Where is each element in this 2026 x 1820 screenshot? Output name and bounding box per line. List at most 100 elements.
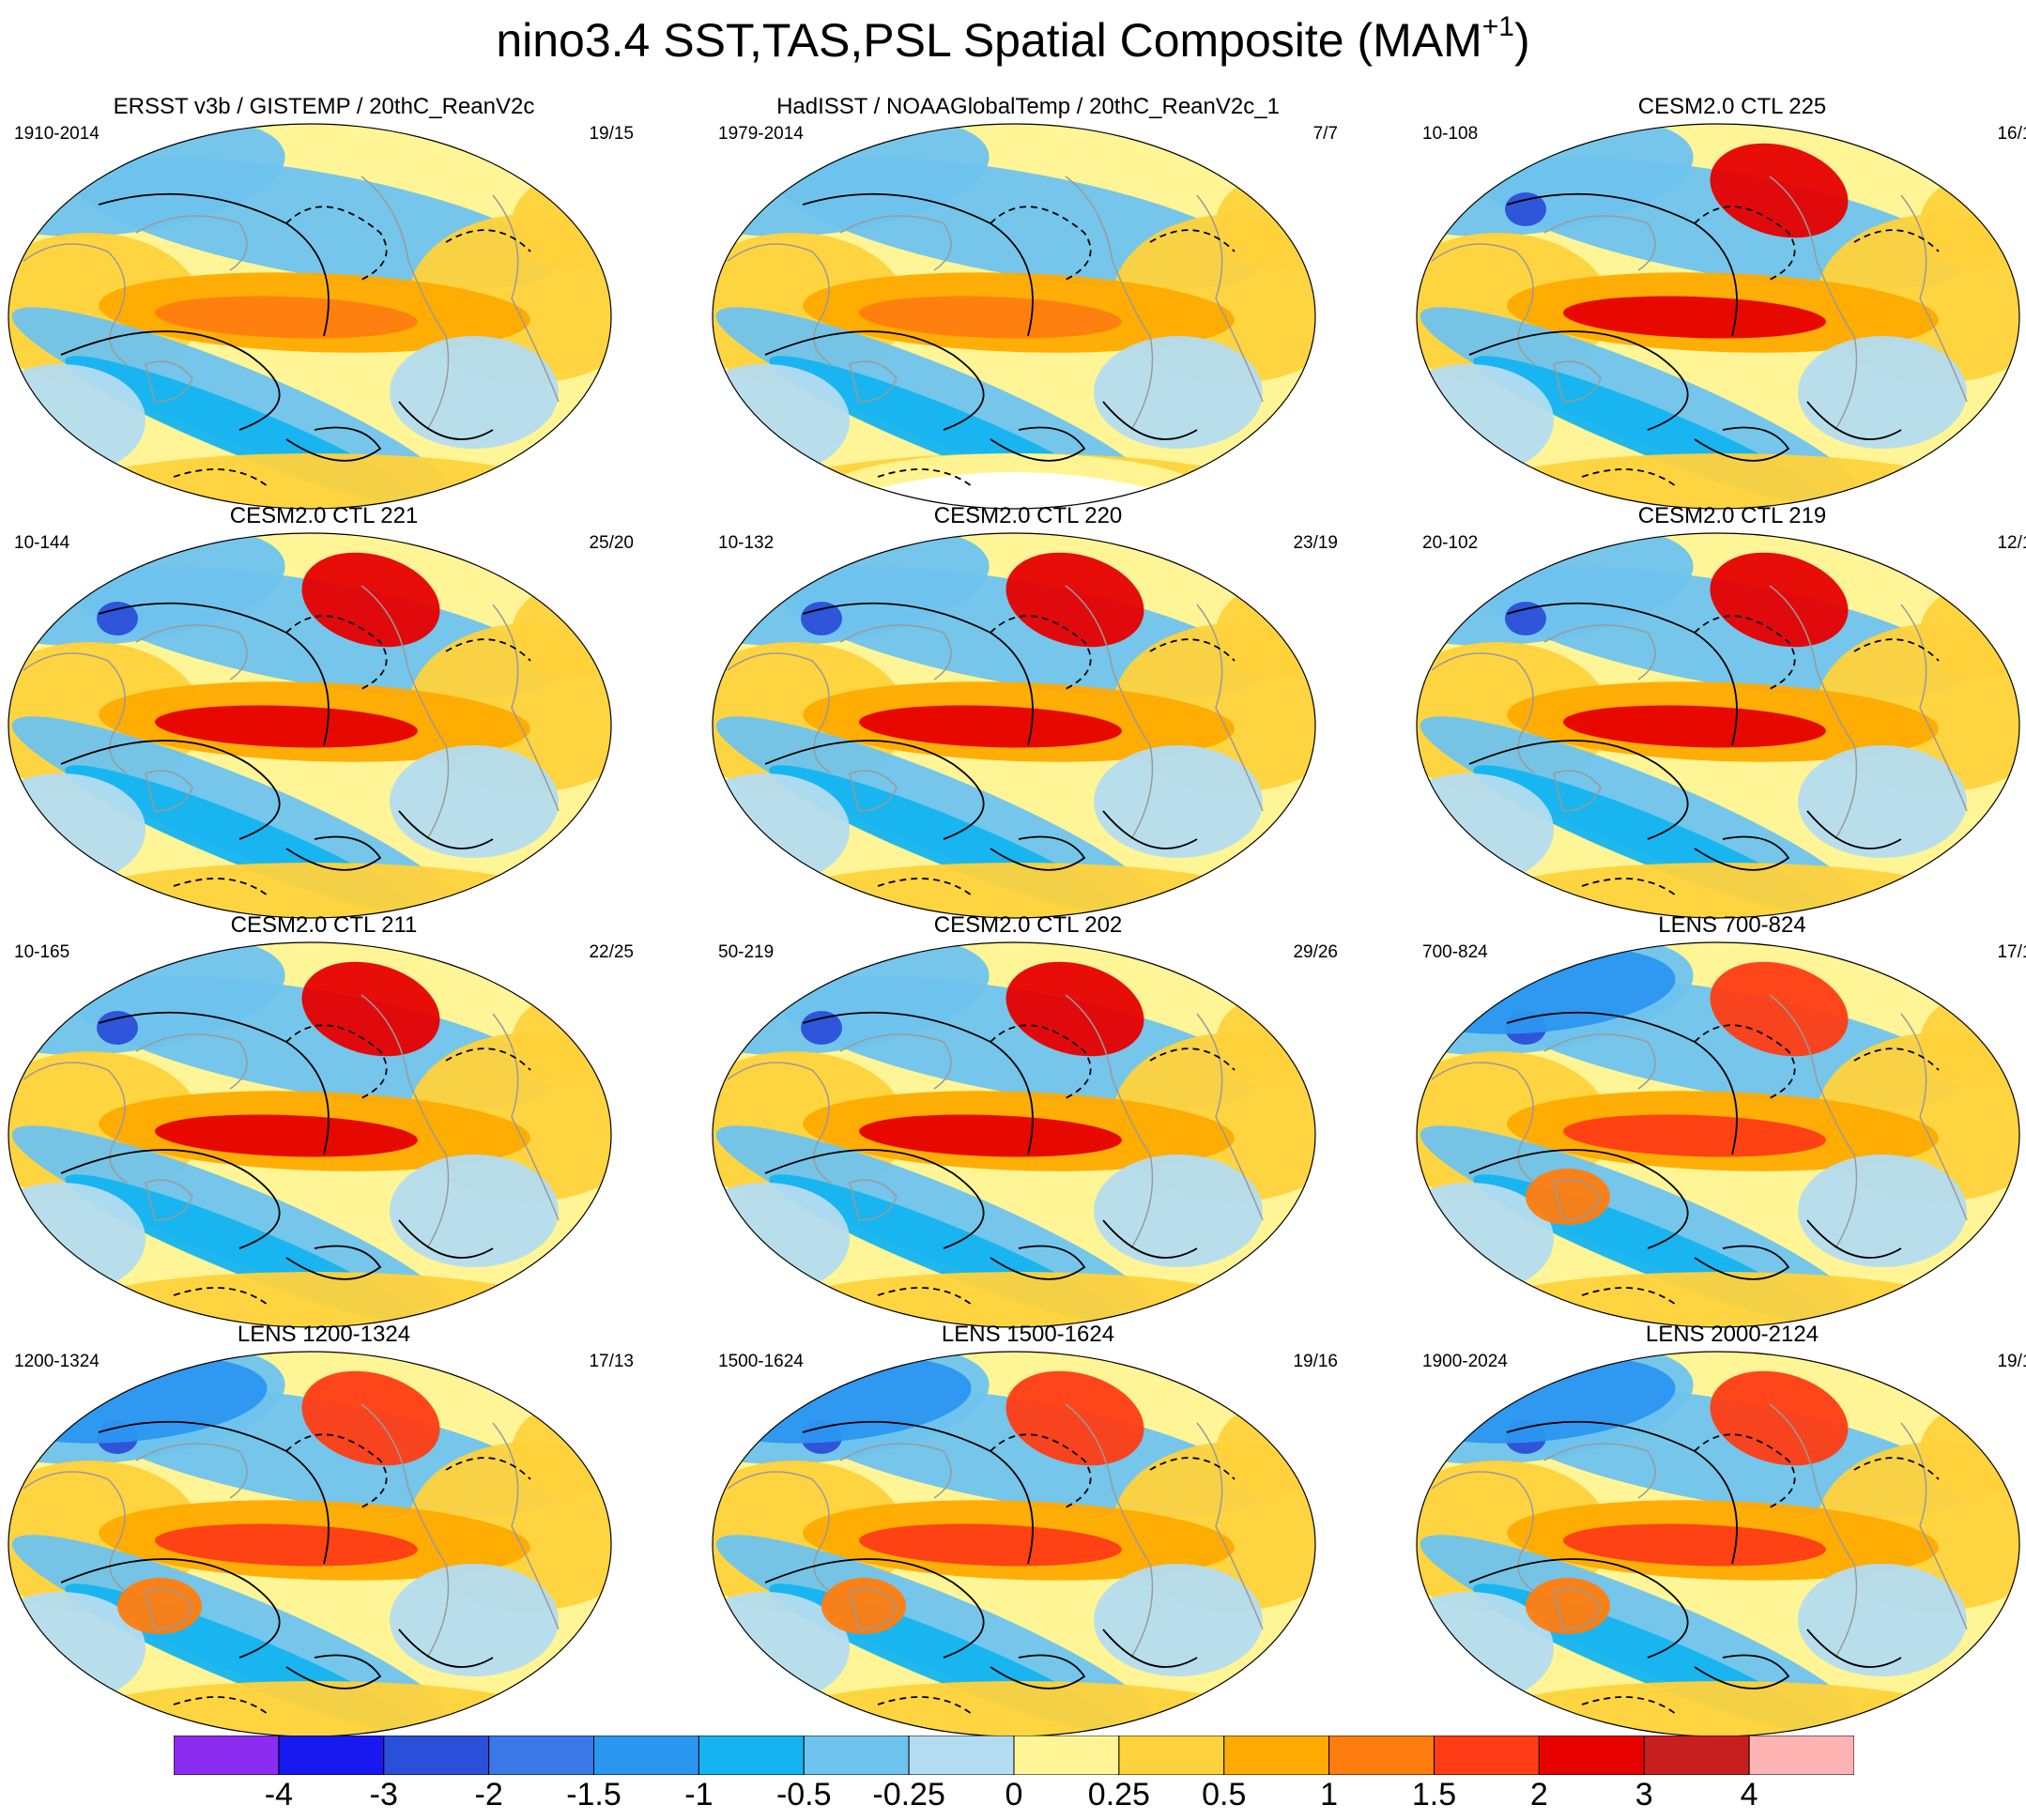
panel-count: 19/17 — [1997, 1352, 2026, 1371]
coastline-3 — [1196, 1013, 1264, 1221]
coastline-0 — [727, 243, 832, 365]
colorbar-swatch — [803, 1736, 910, 1775]
psl-contour-negative-0 — [285, 615, 388, 690]
psl-contour-negative-1 — [173, 468, 269, 487]
psl-contour-positive-2 — [398, 1219, 494, 1259]
psl-contour-positive-2 — [1806, 810, 1902, 849]
coastline-2 — [361, 1403, 450, 1659]
map-outline — [8, 532, 612, 919]
coastline-2 — [1065, 176, 1154, 431]
north-america-warm — [1005, 552, 1144, 648]
coastline-1 — [839, 215, 952, 271]
coastline-2 — [1065, 585, 1154, 840]
panel-title: CESM2.0 CTL 225 — [1637, 94, 1827, 119]
nino-core-warm — [1563, 1114, 1826, 1157]
psl-contour-positive-2 — [1102, 401, 1198, 440]
panel-years: 10-144 — [14, 533, 70, 553]
panel-title: CESM2.0 CTL 221 — [229, 503, 419, 528]
southern-ocean-warm — [1479, 1272, 1967, 1327]
asia-cold-spot — [801, 602, 842, 635]
coastline-3 — [1900, 194, 1968, 403]
panel-count: 22/25 — [589, 942, 634, 962]
coastline-0 — [1431, 1062, 1536, 1184]
psl-contour-positive-2 — [398, 810, 494, 849]
southern-ocean-warm — [1479, 453, 1967, 509]
psl-contour-negative-1 — [877, 1287, 973, 1306]
psl-contour-positive-1 — [98, 1011, 330, 1155]
psl-contour-positive-3 — [1694, 835, 1790, 871]
psl-contour-negative-2 — [445, 1048, 531, 1071]
colorbar — [174, 1736, 1854, 1775]
southern-ocean-warm — [775, 863, 1263, 918]
south-atlantic-pale — [1798, 1155, 1967, 1267]
coastline-1 — [135, 1443, 248, 1499]
map-outline — [8, 941, 612, 1328]
colorbar-swatch — [593, 1736, 699, 1775]
coastline-3 — [1196, 604, 1264, 812]
map-field — [1417, 1352, 2019, 1736]
colorbar-tick-label: -1.5 — [566, 1777, 622, 1812]
psl-contour-positive-3 — [990, 426, 1086, 462]
psl-contour-positive-0 — [1468, 740, 1689, 840]
south-atlantic-pale — [390, 1155, 559, 1267]
coastline-0 — [23, 1062, 128, 1184]
psl-contour-positive-1 — [802, 602, 1034, 746]
coastline-0 — [23, 243, 128, 365]
colorbar-swatch — [1434, 1736, 1540, 1775]
panel-title: LENS 1200-1324 — [237, 1322, 411, 1347]
psl-contour-positive-0 — [764, 330, 985, 431]
panel-count: 25/20 — [589, 533, 634, 553]
psl-contour-positive-1 — [1506, 1011, 1738, 1155]
coastline-4 — [1553, 770, 1602, 812]
psl-contour-negative-2 — [1853, 1457, 1940, 1480]
psl-contour-negative-0 — [1694, 615, 1796, 690]
coastline-2 — [1769, 585, 1858, 840]
psl-contour-negative-0 — [990, 1024, 1092, 1099]
coastline-0 — [1431, 652, 1536, 774]
map-plot — [1416, 532, 2020, 919]
psl-contour-positive-2 — [1806, 401, 1902, 440]
colorbar-tick-label: -3 — [369, 1777, 398, 1812]
north-america-warm — [301, 961, 440, 1057]
colorbar-tick-label: -0.5 — [775, 1777, 832, 1812]
map-panel: CESM2.0 CTL 220 10-132 23/19 — [709, 503, 1347, 921]
coastline-2 — [1769, 176, 1858, 431]
coastline-4 — [1553, 1588, 1602, 1630]
psl-contour-negative-2 — [1853, 638, 1940, 662]
psl-contour-negative-0 — [1694, 1024, 1796, 1099]
panel-count: 29/26 — [1293, 942, 1338, 962]
map-plot — [8, 941, 612, 1328]
colorbar-tick-label: -1 — [684, 1777, 714, 1812]
south-atlantic-pale — [1094, 1564, 1263, 1676]
panel-years: 1910-2014 — [14, 124, 100, 144]
coastline-1 — [1543, 1443, 1656, 1499]
coastline-1 — [1543, 215, 1656, 271]
coastline-2 — [1769, 1403, 1858, 1659]
south-atlantic-pale — [1798, 336, 1967, 449]
coastline-1 — [135, 1033, 248, 1090]
map-plot — [712, 123, 1316, 510]
map-outline — [1416, 532, 2020, 919]
coastline-4 — [849, 770, 898, 812]
panel-title: CESM2.0 CTL 219 — [1637, 503, 1827, 528]
psl-contour-negative-1 — [877, 1696, 973, 1715]
panel-title: LENS 2000-2124 — [1645, 1322, 1819, 1347]
colorbar-swatch — [174, 1736, 280, 1775]
australia-warm — [1526, 1578, 1610, 1634]
psl-contour-positive-1 — [1506, 602, 1738, 746]
coastline-3 — [1196, 1422, 1264, 1630]
panel-title: CESM2.0 CTL 202 — [933, 912, 1123, 938]
psl-contour-positive-1 — [802, 1011, 1034, 1155]
map-field — [8, 1352, 611, 1736]
map-field — [1417, 124, 2019, 509]
colorbar-swatch — [383, 1736, 490, 1775]
southern-ocean-warm — [1479, 1681, 1967, 1736]
psl-contour-negative-1 — [1581, 1287, 1677, 1306]
coastline-3 — [492, 194, 560, 403]
coastline-0 — [727, 1062, 832, 1184]
colorbar-swatch — [1748, 1736, 1854, 1775]
south-atlantic-pale — [390, 1564, 559, 1676]
map-panel: CESM2.0 CTL 219 20-102 12/12 — [1413, 503, 2026, 921]
psl-contour-positive-0 — [764, 1558, 985, 1659]
coastline-2 — [1065, 994, 1154, 1249]
